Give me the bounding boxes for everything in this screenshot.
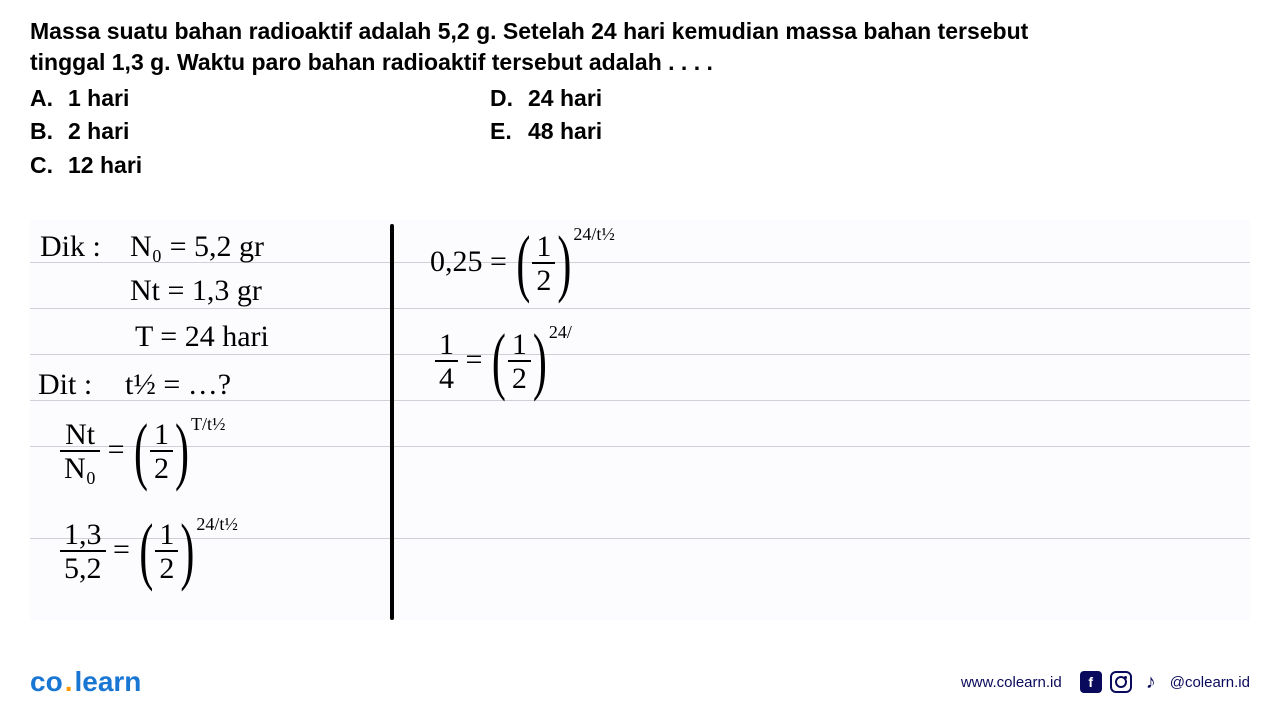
socials: f ♪ @colearn.id — [1080, 671, 1250, 693]
social-handle: @colearn.id — [1170, 674, 1250, 691]
footer: co.learn www.colearn.id f ♪ @colearn.id — [30, 666, 1250, 698]
eq4-lhs: 1 4 — [435, 330, 458, 394]
option-c: C. 12 hari — [30, 149, 490, 182]
option-a-text: 1 hari — [68, 82, 129, 115]
options-left-column: A. 1 hari B. 2 hari C. 12 hari — [30, 82, 490, 182]
dik-n0: N₀ = 5,2 gr — [130, 230, 264, 264]
option-d-text: 24 hari — [528, 82, 602, 115]
option-e: E. 48 hari — [490, 115, 602, 148]
dik-nt: Nt = 1,3 gr — [130, 274, 262, 308]
colearn-logo: co.learn — [30, 666, 141, 698]
eq2-base-den: 2 — [155, 550, 178, 584]
eq3-lhs: 0,25 — [430, 245, 483, 278]
option-d: D. 24 hari — [490, 82, 602, 115]
dik-label: Dik : — [40, 230, 101, 264]
eq1-exp: T/t½ — [191, 414, 226, 434]
logo-learn: learn — [74, 666, 141, 697]
eq2-lhs-den: 5,2 — [60, 550, 106, 584]
instagram-icon — [1110, 671, 1132, 693]
footer-right: www.colearn.id f ♪ @colearn.id — [961, 671, 1250, 693]
eq2-exp: 24/t½ — [196, 514, 238, 534]
eq4-exp: 24/ — [549, 322, 572, 342]
equals-sign: = — [490, 245, 514, 278]
question-block: Massa suatu bahan radioaktif adalah 5,2 … — [0, 0, 1280, 182]
eq4: 1 4 = ( 1 2 )24/ — [435, 330, 572, 394]
worksheet-area: Dik : N₀ = 5,2 gr Nt = 1,3 gr T = 24 har… — [30, 220, 1250, 620]
equals-sign: = — [113, 533, 137, 566]
option-c-letter: C. — [30, 149, 68, 182]
left-paren: ( — [132, 409, 150, 495]
options-container: A. 1 hari B. 2 hari C. 12 hari D. 24 har… — [30, 82, 1250, 182]
options-right-column: D. 24 hari E. 48 hari — [490, 82, 602, 182]
option-c-text: 12 hari — [68, 149, 142, 182]
eq4-lhs-num: 1 — [435, 330, 458, 360]
dit-label: Dit : — [38, 368, 92, 402]
vertical-divider — [390, 224, 394, 620]
eq2-base: 1 2 — [155, 520, 178, 584]
equals-sign: = — [466, 343, 490, 376]
option-e-text: 48 hari — [528, 115, 602, 148]
logo-dot: . — [63, 666, 75, 697]
right-paren: ) — [531, 319, 549, 405]
footer-url: www.colearn.id — [961, 674, 1062, 691]
eq3-base-den: 2 — [532, 262, 555, 296]
notebook-line — [30, 308, 1250, 309]
eq3-base: 1 2 — [532, 232, 555, 296]
eq3-base-num: 1 — [532, 232, 555, 262]
notebook-line — [30, 354, 1250, 355]
logo-co: co — [30, 666, 63, 697]
option-d-letter: D. — [490, 82, 528, 115]
eq1-base-num: 1 — [150, 420, 173, 450]
eq4-lhs-den: 4 — [435, 360, 458, 394]
equals-sign: = — [108, 433, 132, 466]
eq1: Nt N₀ = ( 1 2 )T/t½ — [60, 420, 226, 484]
facebook-icon: f — [1080, 671, 1102, 693]
option-b: B. 2 hari — [30, 115, 490, 148]
eq2-base-num: 1 — [155, 520, 178, 550]
eq1-base-den: 2 — [150, 450, 173, 484]
eq3: 0,25 = ( 1 2 )24/t½ — [430, 232, 615, 296]
eq1-lhs-num: Nt — [61, 420, 99, 450]
eq4-base-num: 1 — [508, 330, 531, 360]
left-paren: ( — [514, 221, 532, 307]
right-paren: ) — [173, 409, 191, 495]
eq1-lhs: Nt N₀ — [60, 420, 100, 484]
tiktok-icon: ♪ — [1140, 671, 1162, 693]
option-a: A. 1 hari — [30, 82, 490, 115]
eq2-lhs-num: 1,3 — [60, 520, 106, 550]
option-e-letter: E. — [490, 115, 528, 148]
option-b-text: 2 hari — [68, 115, 129, 148]
option-b-letter: B. — [30, 115, 68, 148]
eq4-base-den: 2 — [508, 360, 531, 394]
left-paren: ( — [490, 319, 508, 405]
eq1-base: 1 2 — [150, 420, 173, 484]
dik-t: T = 24 hari — [135, 320, 269, 354]
right-paren: ) — [555, 221, 573, 307]
eq4-base: 1 2 — [508, 330, 531, 394]
eq2-lhs: 1,3 5,2 — [60, 520, 106, 584]
eq1-lhs-den: N₀ — [60, 450, 100, 484]
right-paren: ) — [178, 509, 196, 595]
question-line-2: tinggal 1,3 g. Waktu paro bahan radioakt… — [30, 47, 1250, 78]
eq3-exp: 24/t½ — [573, 224, 615, 244]
question-line-1: Massa suatu bahan radioaktif adalah 5,2 … — [30, 16, 1250, 47]
eq2: 1,3 5,2 = ( 1 2 )24/t½ — [60, 520, 238, 584]
left-paren: ( — [137, 509, 155, 595]
dit-value: t½ = …? — [125, 368, 231, 402]
option-a-letter: A. — [30, 82, 68, 115]
